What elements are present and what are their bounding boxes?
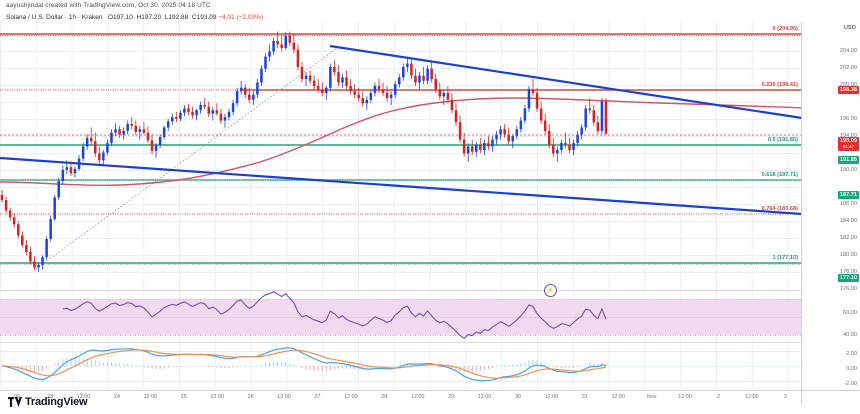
price-tick-204: 204.00 [839, 48, 857, 54]
macd-fast-line [1, 347, 607, 382]
price-pane-svg [0, 22, 802, 290]
separator-1: · [64, 14, 69, 21]
price-tick-202: 202.00 [839, 65, 857, 71]
macd-signal-line [2, 349, 607, 379]
separator-2: · [77, 14, 82, 21]
last-price-value: 193.09 [839, 138, 857, 144]
time-tick-23: 3 [783, 394, 787, 400]
time-tick-5: 25 [180, 394, 187, 400]
macd-pane-svg [0, 343, 802, 389]
time-tick-12: 12:00 [410, 394, 425, 400]
time-axis-separator [801, 391, 802, 405]
time-tick-14: 12:00 [477, 394, 492, 400]
fib-label-0: 0 (204.95) [772, 26, 799, 32]
fib-label-764: 0.764 (183.68) [761, 206, 798, 212]
time-tick-10: 12:00 [344, 394, 358, 400]
fib-label-1: 1 (177.10) [772, 255, 799, 261]
time-tick-18: 12:00 [611, 394, 625, 400]
last-price-badge: 193.09 01:47 [837, 137, 859, 151]
time-tick-8: 12:00 [277, 394, 291, 400]
interval-label: 1h [68, 14, 77, 21]
fib-label-618: 0.618 (187.71) [761, 172, 798, 178]
rsi-tick-40: 40.00 [843, 332, 857, 338]
price-tick-194: 194.00 [839, 133, 857, 139]
price-tick-178: 178.00 [839, 269, 857, 275]
price-tick-186: 186.00 [839, 201, 857, 207]
time-tick-21: 2 [716, 394, 720, 400]
ohlc-close: C193.09 [191, 14, 217, 21]
exchange-label: Kraken [81, 14, 103, 21]
plot-area[interactable]: 0 (204.95) 0.236 (198.41) 0.5 (191.85) 0… [0, 22, 802, 390]
time-tick-4: 12:00 [143, 394, 158, 400]
rsi-pane[interactable] [0, 290, 802, 343]
fib-level-lines [0, 33, 802, 265]
fib1-badge: 177.10 [837, 274, 859, 282]
time-tick-7: 26 [247, 394, 254, 400]
price-axis[interactable]: USD 204.00 202.00 200.00 196.00 194.00 1… [801, 22, 860, 390]
macd-histogram [5, 357, 607, 373]
time-tick-13: 29 [448, 394, 455, 400]
rsi-line [62, 291, 607, 339]
macd-tick-2: 2.00 [846, 351, 857, 357]
time-tick-9: 27 [314, 394, 321, 400]
tradingview-mark-icon [8, 397, 22, 407]
macd-tick-0: 0.00 [846, 366, 857, 372]
moving-average-line [0, 97, 802, 187]
time-tick-3: 24 [113, 394, 120, 400]
ohlc-high: H197.20 [136, 14, 162, 21]
wedge-lower-trendline [0, 156, 802, 216]
ohlc-open: O197.10 [107, 14, 133, 21]
macd-pane[interactable] [0, 342, 802, 389]
price-tick-182: 182.00 [839, 235, 857, 241]
time-tick-22: 12:00 [745, 394, 759, 400]
time-tick-19: Nov [646, 394, 657, 400]
price-tick-190: 190.00 [839, 167, 857, 173]
macd-tick-neg2: -2.00 [844, 381, 857, 387]
rsi-pane-svg [0, 291, 802, 343]
time-tick-15: 30 [514, 394, 521, 400]
wedge-upper-trendline [329, 44, 802, 120]
time-tick-2: 12:00 [76, 394, 91, 400]
chart-frame: 0 (204.95) 0.236 (198.41) 0.5 (191.85) 0… [0, 22, 860, 390]
change-value: −4.01 (−2.03%) [218, 14, 264, 21]
tradingview-wordmark: TradingView [25, 396, 88, 408]
chart-annotation-marker[interactable]: ⚡ [544, 284, 557, 297]
fib-label-236: 0.236 (198.41) [761, 82, 798, 88]
fib-label-5: 0.5 (191.85) [767, 137, 798, 143]
time-tick-1: 23 [47, 394, 54, 400]
candlestick-series [0, 31, 608, 272]
time-axis[interactable]: 002312:002412:002512:002612:002712:00281… [0, 390, 860, 405]
price-tick-180: 180.00 [839, 252, 857, 258]
fib618-badge: 187.71 [837, 191, 859, 199]
price-pane[interactable]: 0 (204.95) 0.236 (198.41) 0.5 (191.85) 0… [0, 22, 802, 290]
price-tick-184: 184.00 [839, 218, 857, 224]
price-tick-196: 196.00 [839, 116, 857, 122]
symbol-name: Solana / U.S. Dollar [6, 14, 64, 21]
price-tick-176: 176.00 [839, 286, 857, 292]
time-tick-17: 31 [581, 394, 588, 400]
last-price-time: 01:47 [842, 144, 855, 149]
price-tick-200: 200.00 [839, 82, 857, 88]
time-tick-16: 12:00 [544, 394, 559, 400]
fib5-badge: 191.85 [837, 156, 859, 164]
tv-glyph-icon [8, 397, 22, 407]
ohlc-low: L192.88 [164, 14, 189, 21]
time-tick-20: 12:00 [678, 394, 692, 400]
attribution-text: aayushjindal created with TradingView.co… [6, 2, 211, 9]
currency-label: USD [843, 25, 856, 31]
symbol-info-line: Solana / U.S. Dollar · 1h · Kraken O197.… [6, 14, 263, 21]
fib236-badge: 198.38 [837, 86, 859, 94]
time-tick-6: 12:00 [210, 394, 224, 400]
rsi-tick-60: 60.00 [843, 310, 857, 316]
tradingview-logo: TradingView [8, 396, 88, 408]
time-tick-11: 28 [381, 394, 388, 400]
